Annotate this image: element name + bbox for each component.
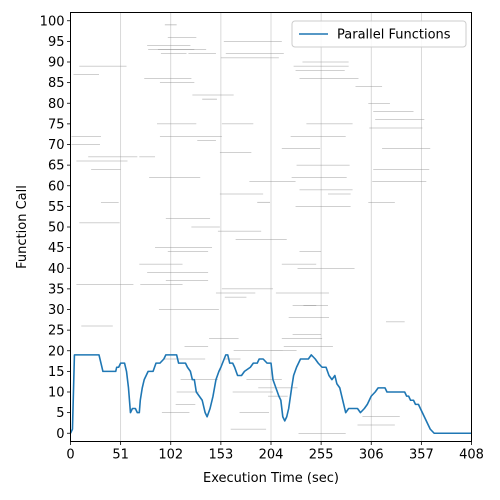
y-tick-label: 20 [48, 344, 65, 359]
x-tick-label: 357 [409, 448, 434, 463]
x-tick-label: 306 [359, 448, 384, 463]
x-tick-label: 204 [259, 448, 284, 463]
y-tick-label: 35 [48, 282, 65, 297]
y-tick-label: 5 [56, 406, 64, 421]
x-axis-label: Execution Time (sec) [203, 471, 339, 486]
y-tick-label: 70 [48, 138, 65, 153]
x-tick-label: 51 [112, 448, 129, 463]
x-tick-label: 0 [66, 448, 74, 463]
y-tick-label: 55 [48, 200, 65, 215]
x-tick-label: 408 [459, 448, 484, 463]
y-tick-label: 25 [48, 324, 65, 339]
y-tick-label: 60 [48, 179, 65, 194]
y-tick-label: 85 [48, 76, 65, 91]
y-tick-label: 100 [40, 14, 65, 29]
y-tick-label: 40 [48, 262, 65, 277]
y-tick-label: 0 [56, 427, 64, 442]
y-axis-label: Function Call [15, 185, 30, 269]
y-tick-label: 10 [48, 386, 65, 401]
x-tick-label: 153 [208, 448, 233, 463]
series-layer [69, 354, 472, 435]
y-tick-label: 50 [48, 221, 65, 236]
y-tick-label: 45 [48, 241, 65, 256]
x-tick-label: 255 [309, 448, 334, 463]
legend-label: Parallel Functions [337, 28, 451, 43]
background-segments [71, 24, 431, 434]
legend-box [291, 20, 467, 48]
y-tick-label: 95 [48, 35, 65, 50]
series-line [69, 354, 472, 435]
y-tick-label: 65 [48, 159, 65, 174]
y-tick-label: 75 [48, 117, 65, 132]
y-tick-label: 15 [48, 365, 65, 380]
y-tick-label: 90 [48, 56, 65, 71]
ticks-layer: 0 51 102 153 204 255 306 357 4080510152025303540… [40, 14, 484, 462]
y-tick-label: 30 [48, 303, 65, 318]
y-tick-label: 80 [48, 97, 65, 112]
legend: Parallel Functions [291, 20, 467, 48]
x-tick-label: 102 [158, 448, 183, 463]
grid-layer [120, 12, 422, 442]
